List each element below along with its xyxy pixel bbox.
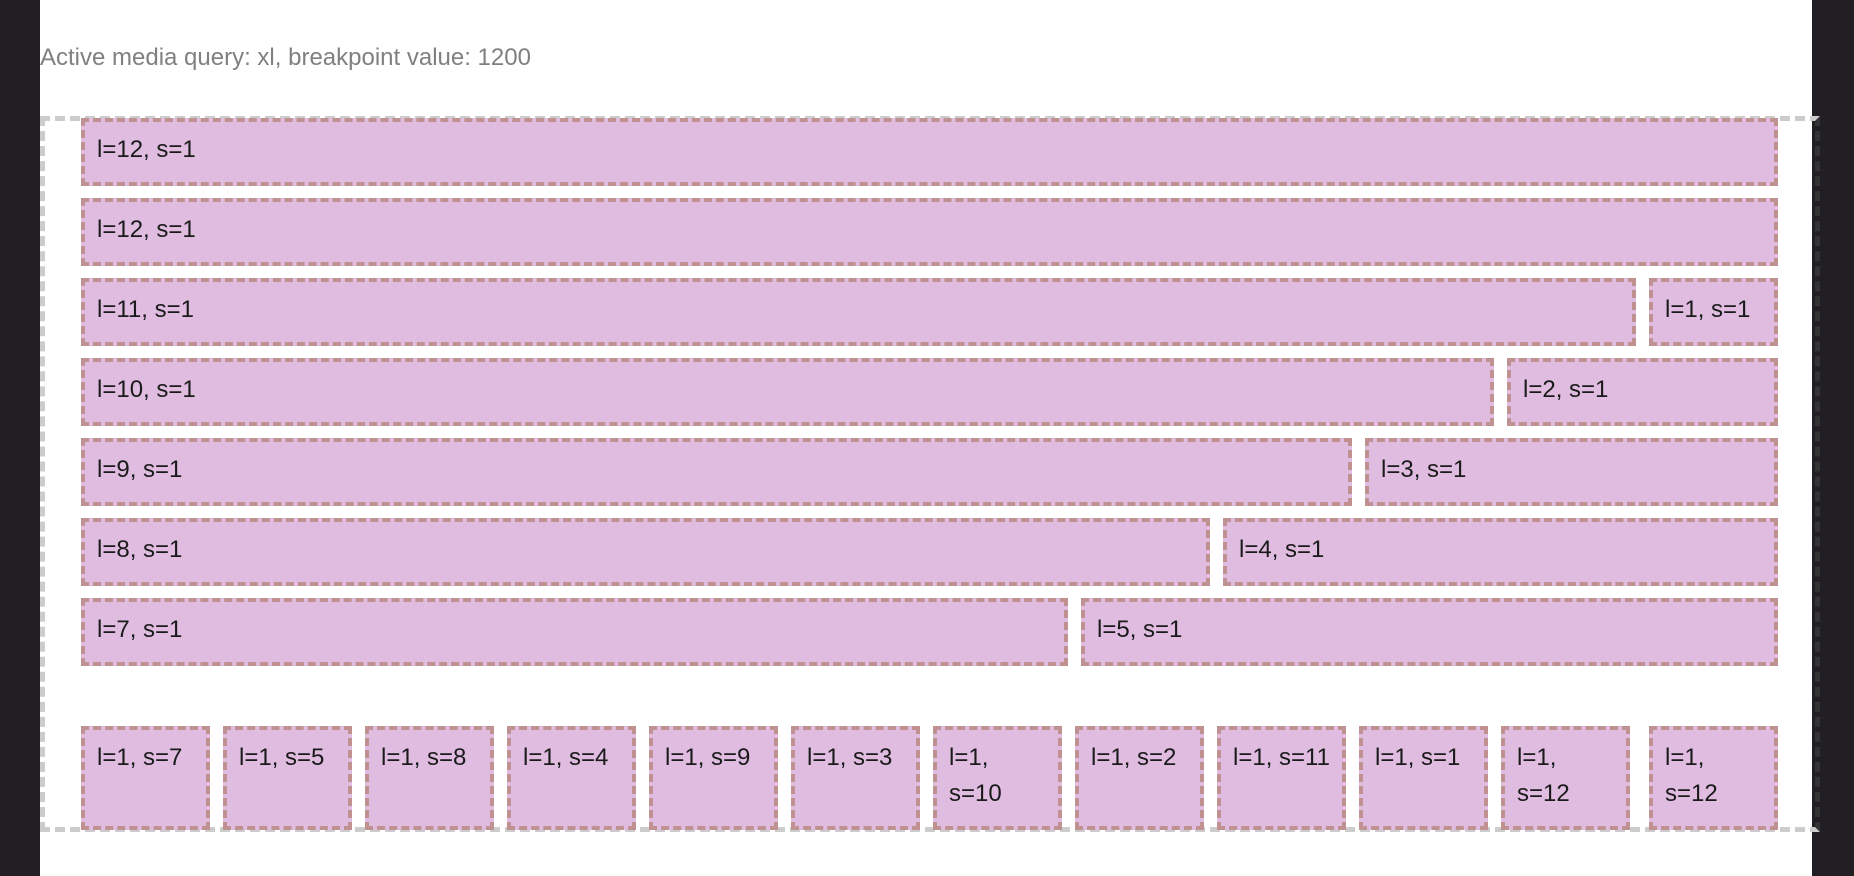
- grid-cell-small: l=1, s=1: [1359, 726, 1488, 830]
- grid-cell-small: l=1, s=2: [1075, 726, 1204, 830]
- grid-cell-small: l=1, s=7: [81, 726, 210, 830]
- grid-cell: l=7, s=1: [81, 598, 1068, 666]
- grid-cell-small: l=1, s=3: [791, 726, 920, 830]
- grid-container: l=12, s=1 l=12, s=1 l=11, s=1 l=1, s=1 l…: [40, 116, 1820, 832]
- grid-cell: l=12, s=1: [81, 198, 1778, 266]
- grid-cell: l=11, s=1: [81, 278, 1636, 346]
- grid-cell: l=5, s=1: [1081, 598, 1778, 666]
- grid-cell-small: l=1, s=5: [223, 726, 352, 830]
- grid-cell-small: l=1, s=12: [1649, 726, 1778, 830]
- grid-cell: l=1, s=1: [1649, 278, 1778, 346]
- grid-cell-small: l=1, s=4: [507, 726, 636, 830]
- media-query-label: Active media query: xl, breakpoint value…: [40, 44, 531, 71]
- grid-cell-small: l=1, s=11: [1217, 726, 1346, 830]
- grid-cell: l=9, s=1: [81, 438, 1352, 506]
- grid-cell: l=3, s=1: [1365, 438, 1778, 506]
- grid-cell-small: l=1, s=12: [1501, 726, 1630, 830]
- page-content: Active media query: xl, breakpoint value…: [40, 0, 1820, 876]
- grid-cell: l=12, s=1: [81, 118, 1778, 186]
- grid-cell: l=10, s=1: [81, 358, 1494, 426]
- grid-cell-small: l=1, s=9: [649, 726, 778, 830]
- grid-cell-small: l=1, s=10: [933, 726, 1062, 830]
- grid-cell-small: l=1, s=8: [365, 726, 494, 830]
- grid-cell: l=4, s=1: [1223, 518, 1778, 586]
- grid-cell: l=2, s=1: [1507, 358, 1778, 426]
- grid-cell: l=8, s=1: [81, 518, 1210, 586]
